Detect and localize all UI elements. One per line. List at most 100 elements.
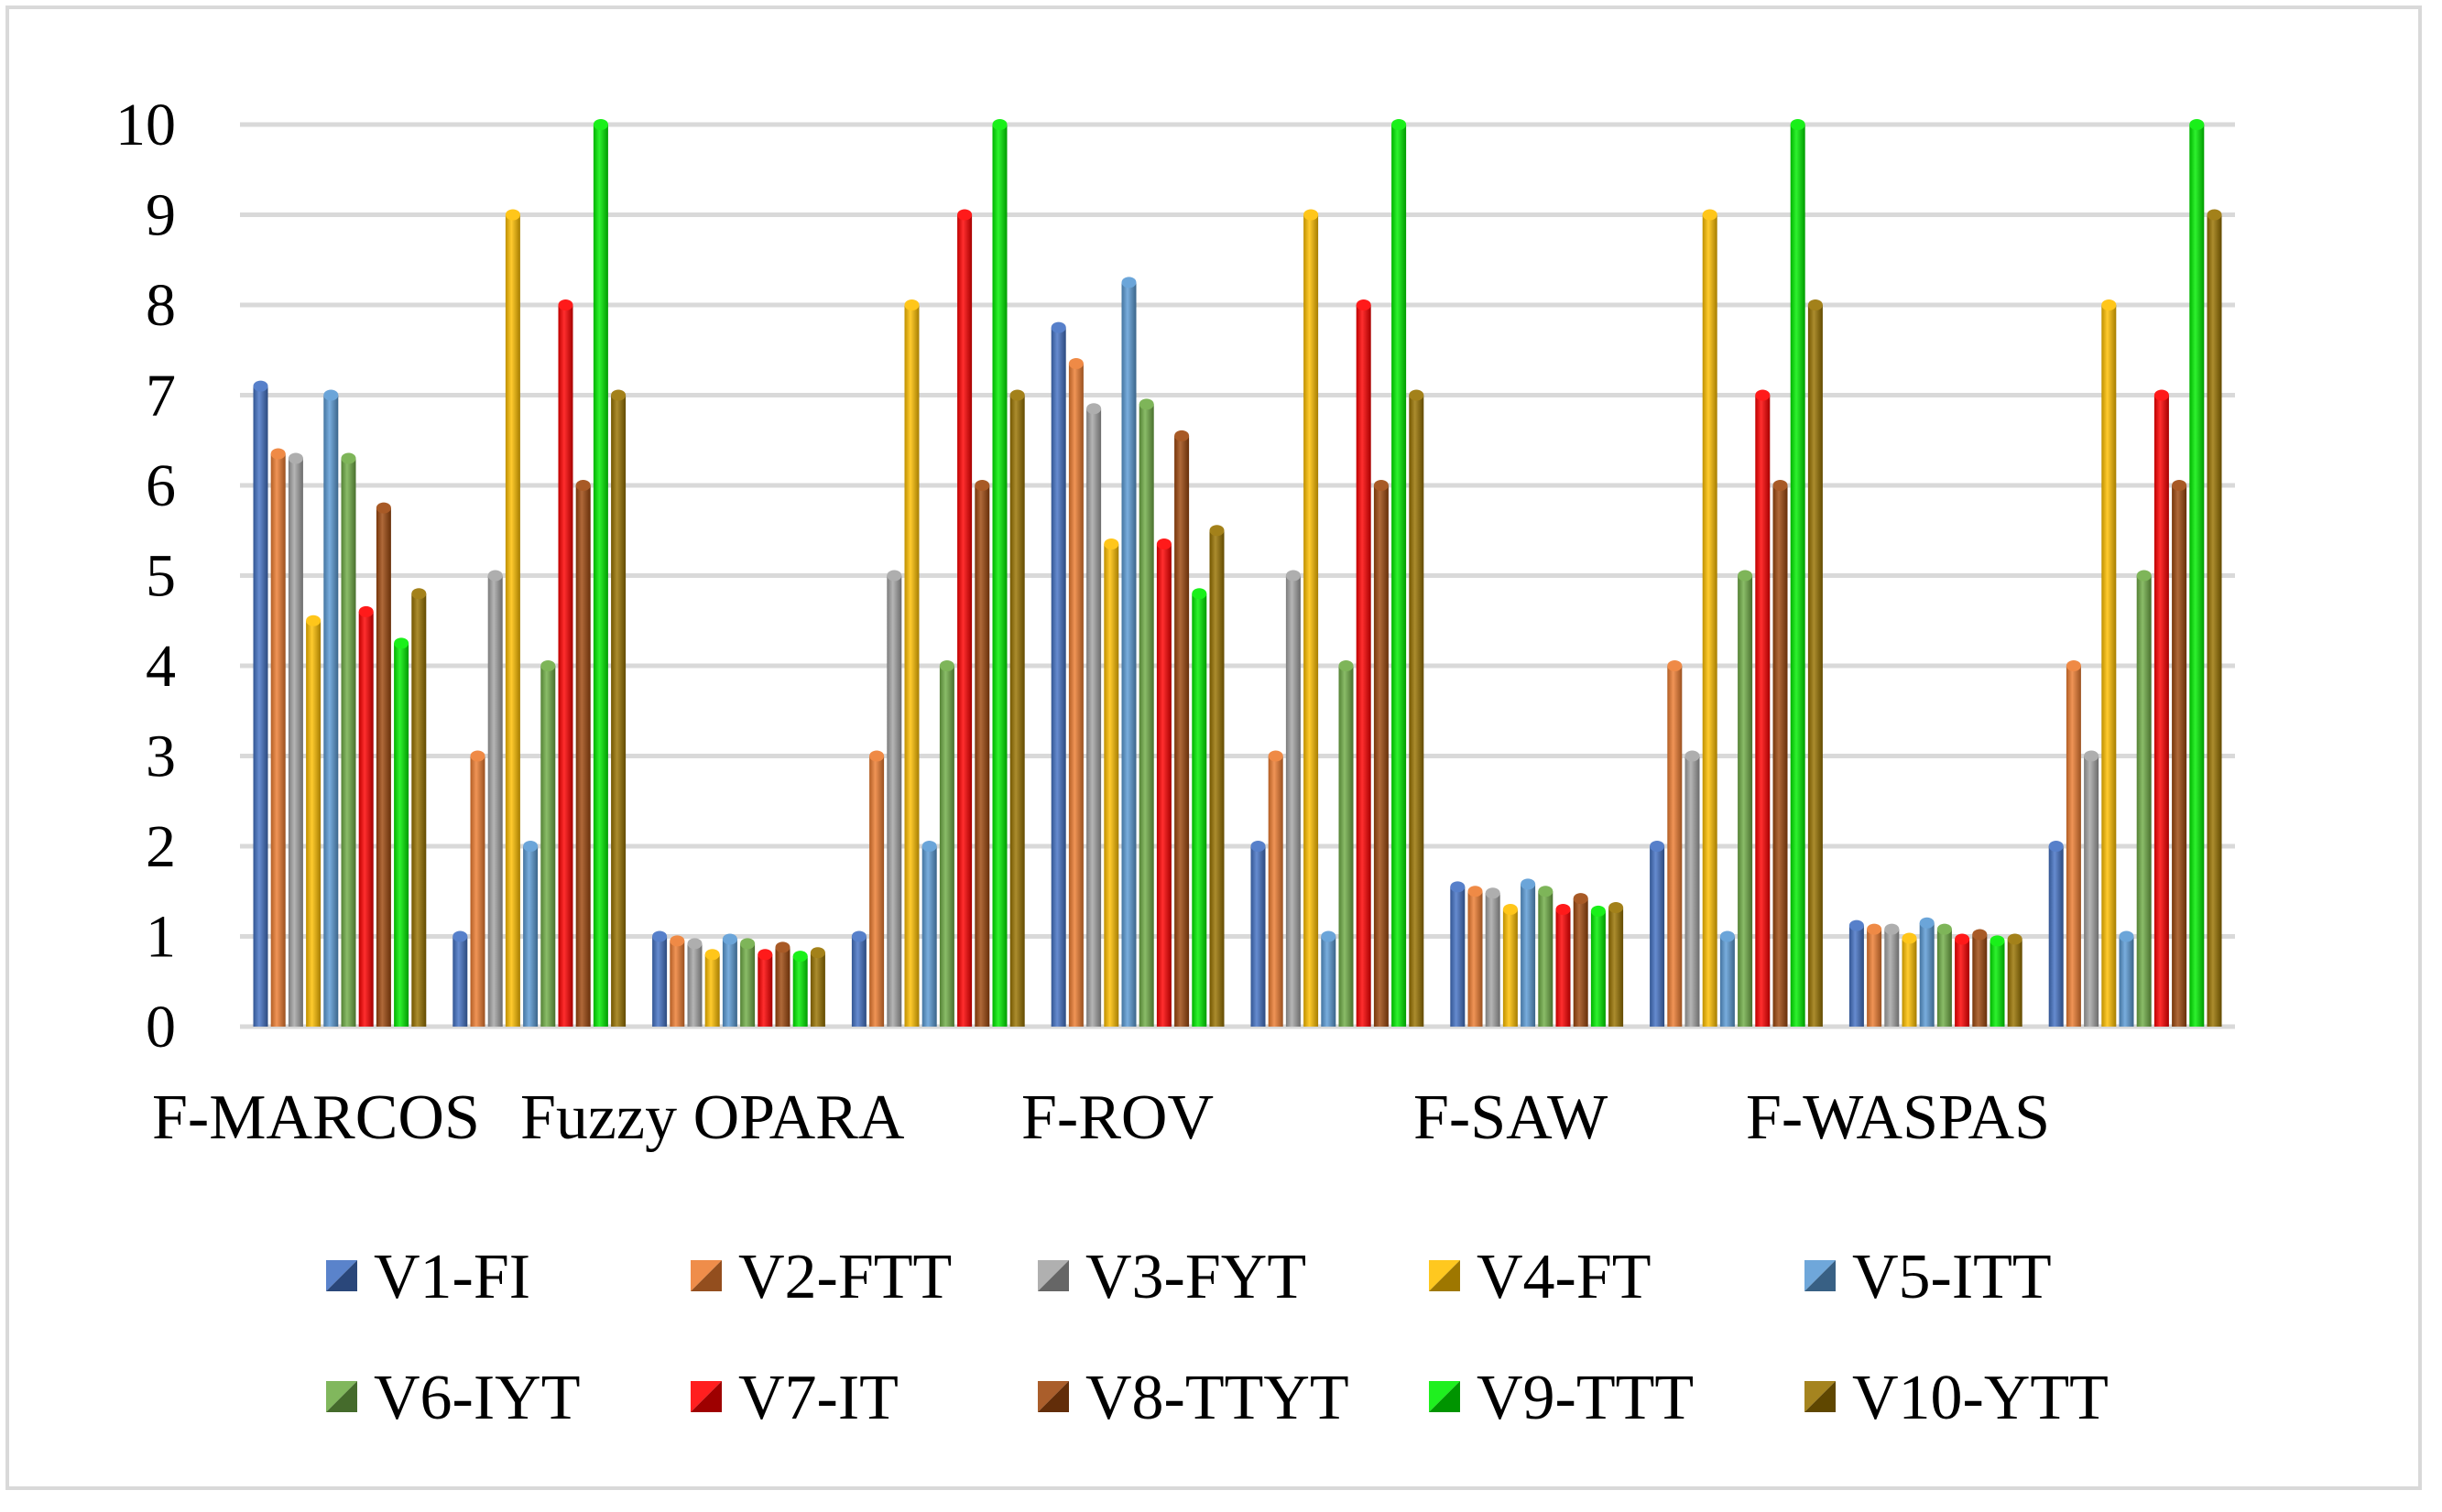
bar bbox=[394, 637, 409, 1027]
bar bbox=[1702, 209, 1717, 1027]
bar bbox=[2084, 750, 2099, 1027]
legend-item: V2-FTT bbox=[691, 1242, 952, 1312]
y-tick-label: 9 bbox=[146, 182, 176, 249]
y-tick-label: 5 bbox=[146, 543, 176, 610]
bar bbox=[810, 947, 825, 1027]
bar bbox=[1192, 588, 1207, 1027]
bar bbox=[704, 949, 720, 1027]
bar bbox=[288, 452, 303, 1027]
legend-item: V8-TTYT bbox=[1038, 1363, 1349, 1433]
bar bbox=[1902, 932, 1917, 1027]
bar bbox=[611, 389, 627, 1027]
bar bbox=[687, 938, 703, 1027]
bar bbox=[869, 750, 885, 1027]
bar bbox=[921, 841, 937, 1027]
bar bbox=[487, 570, 503, 1027]
bar bbox=[1409, 389, 1424, 1027]
x-category-label: F-WASPAS bbox=[1746, 1082, 2050, 1153]
legend-label: V4-FT bbox=[1477, 1242, 1652, 1312]
bar bbox=[775, 941, 790, 1027]
y-tick-label: 10 bbox=[115, 92, 176, 158]
bar bbox=[1608, 901, 1624, 1027]
x-category-label: F-ROV bbox=[1021, 1082, 1214, 1153]
bar bbox=[1209, 525, 1225, 1027]
bar bbox=[1755, 389, 1771, 1027]
bar bbox=[1250, 841, 1266, 1027]
legend-item: V6-IYT bbox=[326, 1363, 580, 1433]
bar bbox=[2136, 570, 2152, 1027]
x-category-label: Fuzzy OPARA bbox=[520, 1082, 905, 1153]
bar bbox=[1321, 930, 1336, 1027]
bar bbox=[1086, 403, 1102, 1027]
bar bbox=[975, 480, 990, 1027]
bar bbox=[1807, 299, 1823, 1027]
bar bbox=[2066, 660, 2081, 1027]
y-tick-label: 1 bbox=[146, 904, 176, 971]
bar bbox=[341, 452, 356, 1027]
bar bbox=[2172, 480, 2187, 1027]
bar bbox=[2101, 299, 2117, 1027]
bar bbox=[358, 605, 374, 1027]
bar bbox=[2119, 930, 2134, 1027]
bar bbox=[1121, 277, 1137, 1027]
bar bbox=[523, 841, 539, 1027]
x-category-label: F-MARCOS bbox=[152, 1082, 480, 1153]
bar bbox=[904, 299, 920, 1027]
bar bbox=[1009, 389, 1025, 1027]
bar bbox=[1268, 750, 1283, 1027]
bar bbox=[1790, 119, 1805, 1027]
legend-item: V10-YTT bbox=[1804, 1363, 2109, 1433]
bar bbox=[1848, 919, 1864, 1027]
legend-label: V7-IT bbox=[738, 1363, 899, 1433]
legend-label: V3-FYT bbox=[1085, 1242, 1306, 1312]
bar bbox=[1538, 886, 1554, 1027]
bar bbox=[758, 949, 773, 1027]
y-tick-label: 0 bbox=[146, 994, 176, 1061]
bar bbox=[270, 448, 286, 1027]
bar bbox=[593, 119, 608, 1027]
bar bbox=[1936, 923, 1952, 1027]
bar bbox=[1738, 570, 1753, 1027]
legend-item: V7-IT bbox=[691, 1363, 899, 1433]
bar bbox=[253, 380, 268, 1027]
bar bbox=[2207, 209, 2222, 1027]
bar bbox=[1955, 933, 1970, 1027]
bar bbox=[2153, 389, 2169, 1027]
bar bbox=[1467, 886, 1483, 1027]
bar bbox=[792, 951, 808, 1027]
bar bbox=[740, 938, 756, 1027]
bar bbox=[1174, 430, 1190, 1027]
bar bbox=[470, 750, 485, 1027]
y-tick-label: 8 bbox=[146, 272, 176, 339]
bar bbox=[1867, 923, 1882, 1027]
bar bbox=[957, 209, 973, 1027]
bar bbox=[1373, 480, 1389, 1027]
legend-label: V1-FI bbox=[374, 1242, 530, 1312]
bar bbox=[1068, 358, 1084, 1027]
bar bbox=[1919, 917, 1935, 1027]
bar bbox=[1450, 881, 1466, 1027]
bar bbox=[1590, 905, 1606, 1027]
bar bbox=[670, 935, 685, 1027]
bar bbox=[1285, 570, 1301, 1027]
bar bbox=[1972, 929, 1988, 1027]
y-tick-label: 6 bbox=[146, 452, 176, 519]
legend-item: V3-FYT bbox=[1038, 1242, 1306, 1312]
legend-label: V10-YTT bbox=[1852, 1363, 2109, 1433]
bar bbox=[505, 209, 520, 1027]
legend-label: V8-TTYT bbox=[1085, 1363, 1349, 1433]
bar bbox=[1104, 538, 1119, 1027]
bar bbox=[939, 660, 954, 1027]
legend-item: V1-FI bbox=[326, 1242, 530, 1312]
legend-item: V9-TTT bbox=[1429, 1363, 1694, 1433]
bar bbox=[323, 389, 339, 1027]
bar bbox=[2048, 841, 2064, 1027]
bar bbox=[558, 299, 573, 1027]
bar bbox=[1573, 893, 1588, 1027]
y-tick-label: 7 bbox=[146, 363, 176, 430]
bar bbox=[992, 119, 1008, 1027]
legend-label: V9-TTT bbox=[1477, 1363, 1694, 1433]
bar bbox=[1650, 841, 1665, 1027]
bar bbox=[1684, 750, 1700, 1027]
